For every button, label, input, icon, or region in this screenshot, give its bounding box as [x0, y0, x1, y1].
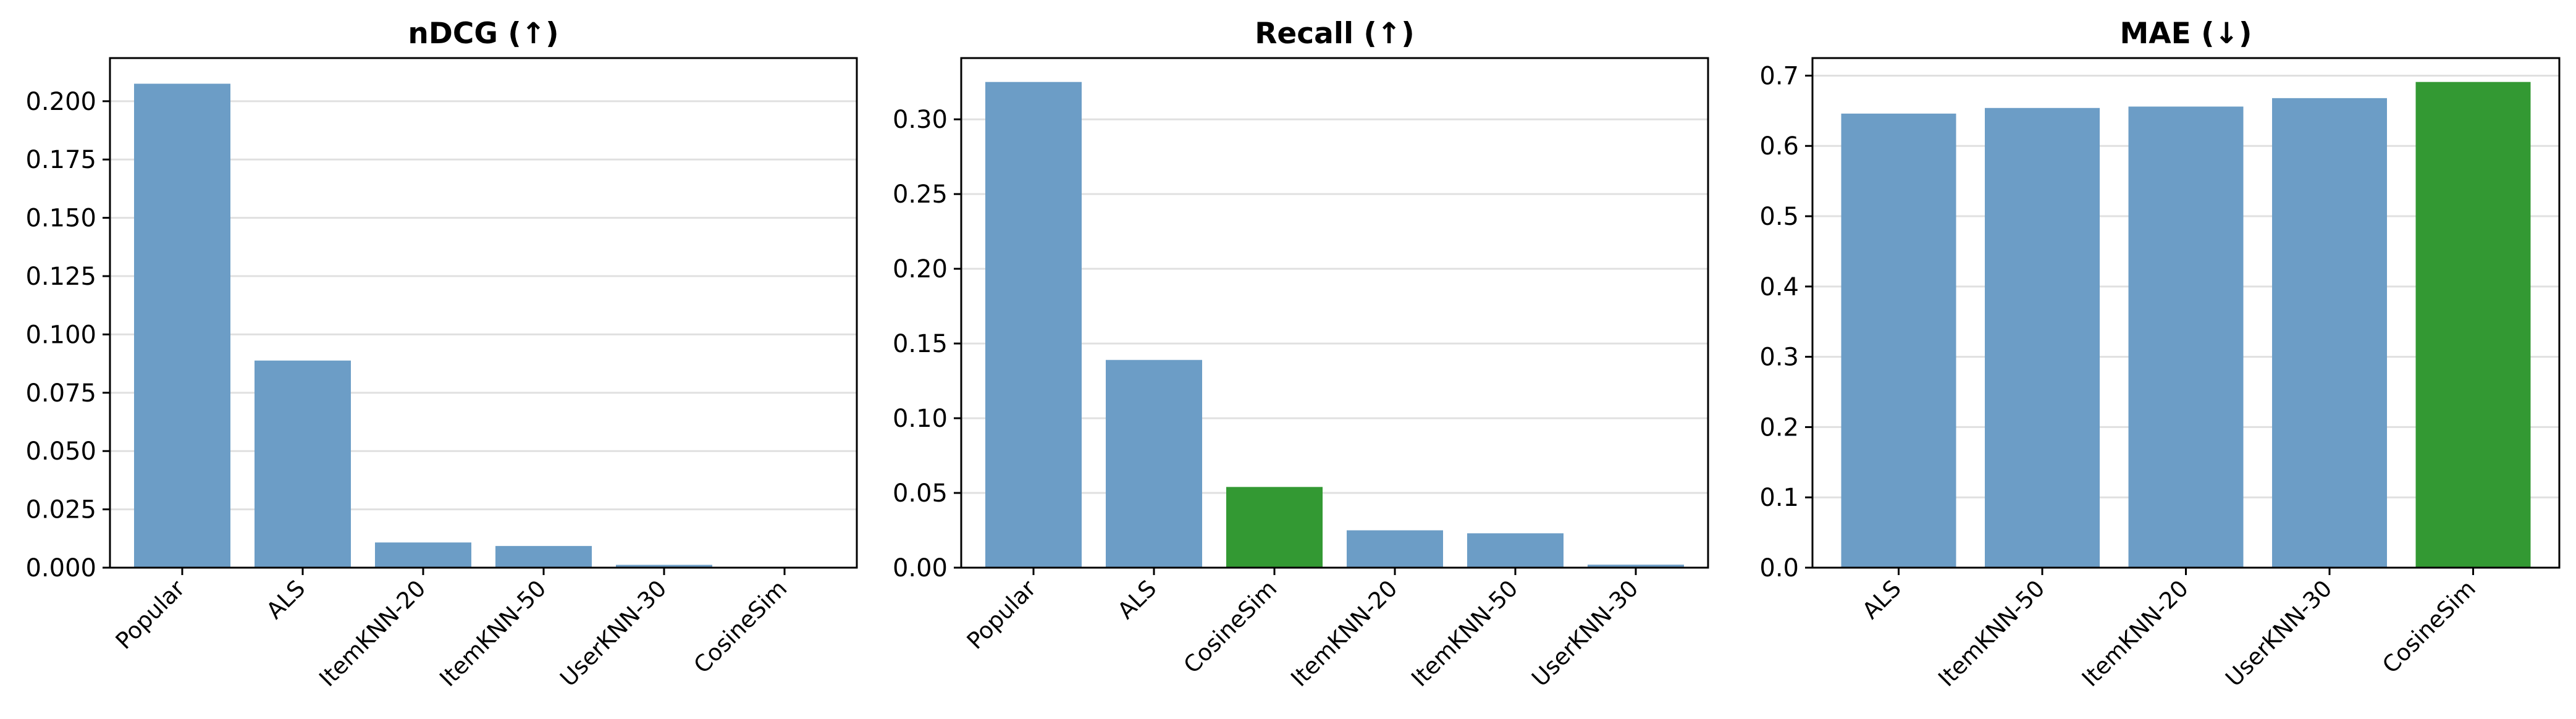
bar-itemknn-20: [1347, 530, 1443, 568]
bar-itemknn-20: [375, 542, 471, 568]
bar-itemknn-20: [2128, 106, 2244, 568]
y-tick-label: 0.025: [25, 496, 96, 524]
y-tick-label: 0.15: [893, 330, 948, 358]
y-tick-label: 0.30: [893, 106, 948, 134]
x-tick-label-itemknn-20: ItemKNN-20: [1286, 575, 1402, 692]
x-tick-label-als: ALS: [261, 575, 310, 624]
x-tick-label-cosinesim: CosineSim: [2377, 575, 2481, 679]
bar-cosinesim: [1226, 487, 1323, 568]
y-tick-label: 0.0: [1759, 554, 1799, 582]
y-tick-label: 0.7: [1759, 62, 1799, 90]
bar-userknn-30: [2272, 98, 2387, 568]
bar-als: [1841, 113, 1956, 568]
y-tick-label: 0.25: [893, 180, 948, 209]
y-tick-label: 0.000: [25, 554, 96, 582]
bar-itemknn-50: [1467, 533, 1564, 568]
chart-title: nDCG (↑): [408, 17, 558, 51]
bar-userknn-30: [616, 565, 712, 568]
y-tick-label: 0.3: [1759, 343, 1799, 372]
bar-popular: [134, 83, 230, 568]
y-tick-label: 0.125: [25, 263, 96, 291]
x-tick-label-userknn-30: UserKNN-30: [2220, 575, 2337, 692]
y-tick-label: 0.5: [1759, 203, 1799, 231]
x-tick-label-als: ALS: [1857, 575, 1906, 624]
y-tick-label: 0.100: [25, 321, 96, 349]
bar-als: [1106, 360, 1202, 568]
x-tick-label-cosinesim: CosineSim: [689, 575, 793, 679]
x-tick-label-itemknn-50: ItemKNN-50: [434, 575, 551, 692]
y-tick-label: 0.6: [1759, 132, 1799, 161]
y-tick-label: 0.200: [25, 88, 96, 116]
x-tick-label-popular: Popular: [111, 574, 190, 654]
y-tick-label: 0.00: [893, 554, 948, 582]
y-tick-label: 0.4: [1759, 273, 1799, 301]
y-tick-label: 0.050: [25, 437, 96, 466]
x-tick-label-itemknn-50: ItemKNN-50: [1933, 575, 2050, 692]
plot-frame: [109, 57, 858, 569]
y-tick-label: 0.1: [1759, 484, 1799, 512]
x-tick-label-userknn-30: UserKNN-30: [555, 575, 671, 692]
x-tick-label-itemknn-20: ItemKNN-20: [2077, 575, 2194, 692]
x-tick-label-popular: Popular: [962, 574, 1042, 654]
y-tick-label: 0.2: [1759, 413, 1799, 442]
y-tick-label: 0.20: [893, 255, 948, 284]
bar-itemknn-50: [495, 545, 592, 568]
y-tick-label: 0.05: [893, 479, 948, 508]
y-tick-label: 0.150: [25, 204, 96, 233]
bar-popular: [985, 82, 1082, 568]
chart-title: MAE (↓): [2120, 17, 2252, 51]
y-tick-label: 0.10: [893, 405, 948, 433]
x-tick-label-cosinesim: CosineSim: [1179, 575, 1282, 679]
y-tick-label: 0.075: [25, 379, 96, 408]
chart-title: Recall (↑): [1255, 17, 1415, 51]
x-tick-label-userknn-30: UserKNN-30: [1526, 575, 1643, 692]
x-tick-label-itemknn-20: ItemKNN-20: [314, 575, 431, 692]
chart-panel-ndcg: 0.000 0.025 0.050 0.075 0.100 0.125 0.150 0.175…: [25, 17, 858, 692]
bar-userknn-30: [1588, 565, 1684, 568]
bar-cosinesim: [2415, 82, 2531, 568]
x-tick-label-itemknn-50: ItemKNN-50: [1406, 575, 1523, 692]
chart-panel-mae: 0.0 0.1 0.2 0.3 0.4 0.5 0.6 0.7 ALS ItemKNN-50 Ite…: [1759, 17, 2561, 692]
x-tick-label-als: ALS: [1113, 575, 1161, 624]
chart-panel-recall: 0.00 0.05 0.10 0.15 0.20 0.25 0.30 Popular ALS Co…: [893, 17, 1709, 692]
y-tick-label: 0.175: [25, 146, 96, 174]
bar-itemknn-50: [1985, 107, 2100, 568]
plot-frame: [960, 57, 1709, 569]
bar-als: [255, 360, 351, 568]
